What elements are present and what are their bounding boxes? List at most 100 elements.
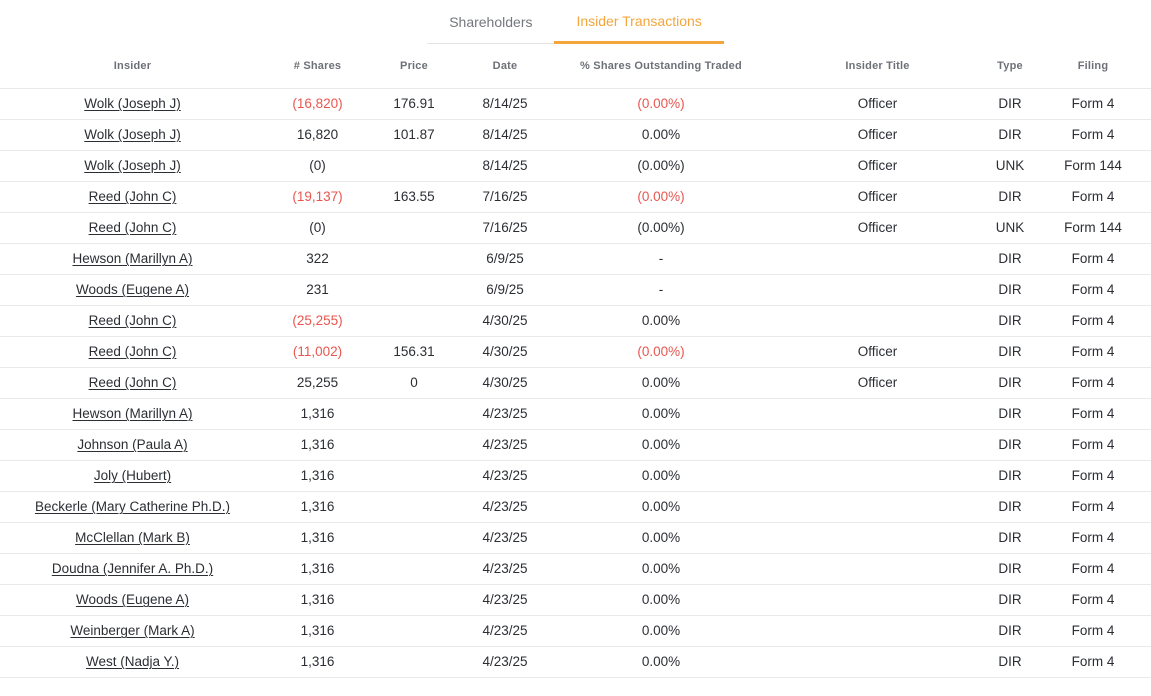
table-row: Joly (Hubert) 1,316 4/23/25 0.00% DIR Form 4 (0, 459, 1151, 491)
insider-link[interactable]: Beckerle (Mary Catherine Ph.D.) (34, 499, 231, 514)
insider-link[interactable]: Wolk (Joseph J) (84, 158, 181, 173)
cell-date: 4/23/25 (458, 490, 552, 522)
cell-filing: Form 4 (1035, 552, 1151, 584)
cell-date: 6/9/25 (458, 273, 552, 305)
cell-insider_title: Officer (770, 180, 985, 212)
cell-filing: Form 4 (1035, 273, 1151, 305)
cell-date: 4/23/25 (458, 521, 552, 553)
cell-price: 176.91 (370, 87, 458, 119)
insider-link[interactable]: Hewson (Marillyn A) (72, 406, 193, 421)
cell-insider_title (770, 242, 985, 274)
cell-shares: (0) (265, 149, 370, 181)
cell-insider_title (770, 583, 985, 615)
cell-insider: Reed (John C) (0, 335, 265, 367)
cell-date: 4/23/25 (458, 397, 552, 429)
cell-date: 8/14/25 (458, 149, 552, 181)
table-row: Wolk (Joseph J) 16,820 101.87 8/14/25 0.00% O… (0, 118, 1151, 150)
cell-shares: 1,316 (265, 428, 370, 460)
cell-filing: Form 4 (1035, 87, 1151, 119)
cell-shares: 322 (265, 242, 370, 274)
cell-insider: Joly (Hubert) (0, 459, 265, 491)
insider-link[interactable]: McClellan (Mark B) (75, 530, 190, 545)
insider-link[interactable]: Doudna (Jennifer A. Ph.D.) (51, 561, 214, 576)
cell-price: 156.31 (370, 335, 458, 367)
insider-link[interactable]: Reed (John C) (88, 344, 177, 359)
insider-link[interactable]: Reed (John C) (88, 375, 177, 390)
insider-link[interactable]: Reed (John C) (88, 313, 177, 328)
cell-type: DIR (985, 428, 1035, 460)
cell-shares: 1,316 (265, 614, 370, 646)
cell-pct_traded: 0.00% (552, 397, 770, 429)
cell-insider: Johnson (Paula A) (0, 428, 265, 460)
cell-insider: Woods (Eugene A) (0, 273, 265, 305)
insider-link[interactable]: Weinberger (Mark A) (70, 623, 195, 638)
cell-type: DIR (985, 304, 1035, 336)
insider-link[interactable]: West (Nadja Y.) (85, 654, 180, 669)
table-row: Weinberger (Mark A) 1,316 4/23/25 0.00% DIR F… (0, 614, 1151, 646)
cell-price: 101.87 (370, 118, 458, 150)
cell-filing: Form 4 (1035, 180, 1151, 212)
cell-shares: 1,316 (265, 521, 370, 553)
cell-filing: Form 4 (1035, 428, 1151, 460)
cell-shares: (0) (265, 211, 370, 243)
cell-pct_traded: 0.00% (552, 583, 770, 615)
cell-pct_traded: - (552, 242, 770, 274)
insider-link[interactable]: Wolk (Joseph J) (84, 96, 181, 111)
cell-shares: 1,316 (265, 552, 370, 584)
tab-shareholders[interactable]: Shareholders (427, 0, 555, 44)
tab-bar: Shareholders Insider Transactions (0, 0, 1151, 44)
table-row: Hewson (Marillyn A) 1,316 4/23/25 0.00% DIR F… (0, 397, 1151, 429)
insider-link[interactable]: Woods (Eugene A) (75, 282, 190, 297)
cell-insider_title: Officer (770, 335, 985, 367)
column-header-price: Price (400, 59, 428, 72)
cell-shares: 1,316 (265, 459, 370, 491)
cell-type: DIR (985, 87, 1035, 119)
cell-insider: Reed (John C) (0, 211, 265, 243)
cell-date: 4/23/25 (458, 459, 552, 491)
table-row: Reed (John C) (19,137) 163.55 7/16/25 (0.00%… (0, 180, 1151, 212)
cell-pct_traded: 0.00% (552, 118, 770, 150)
cell-insider: Woods (Eugene A) (0, 583, 265, 615)
cell-price (370, 211, 458, 243)
insider-link[interactable]: Woods (Eugene A) (75, 592, 190, 607)
cell-price (370, 490, 458, 522)
insider-link[interactable]: Hewson (Marillyn A) (72, 251, 193, 266)
cell-insider: West (Nadja Y.) (0, 645, 265, 677)
cell-pct_traded: 0.00% (552, 490, 770, 522)
cell-filing: Form 4 (1035, 490, 1151, 522)
cell-pct_traded: (0.00%) (552, 87, 770, 119)
cell-insider_title (770, 397, 985, 429)
table-row: Beckerle (Mary Catherine Ph.D.) 1,316 4/23… (0, 490, 1151, 522)
insider-link[interactable]: Reed (John C) (88, 189, 177, 204)
cell-shares: 1,316 (265, 397, 370, 429)
cell-type: UNK (985, 149, 1035, 181)
insider-link[interactable]: Reed (John C) (88, 220, 177, 235)
cell-date: 4/23/25 (458, 552, 552, 584)
tab-insider-transactions[interactable]: Insider Transactions (554, 0, 724, 44)
cell-pct_traded: 0.00% (552, 552, 770, 584)
cell-insider_title (770, 459, 985, 491)
column-header-date: Date (492, 59, 518, 72)
cell-price (370, 273, 458, 305)
cell-type: DIR (985, 521, 1035, 553)
cell-filing: Form 4 (1035, 118, 1151, 150)
column-header-shares: # Shares (293, 59, 342, 72)
insider-link[interactable]: Joly (Hubert) (93, 468, 172, 483)
cell-type: DIR (985, 366, 1035, 398)
cell-type: DIR (985, 552, 1035, 584)
table-row: Woods (Eugene A) 231 6/9/25- DIR Form 4 (0, 273, 1151, 305)
insider-link[interactable]: Johnson (Paula A) (77, 437, 188, 452)
insider-link[interactable]: Wolk (Joseph J) (84, 127, 181, 142)
cell-insider_title (770, 645, 985, 677)
table-row: McClellan (Mark B) 1,316 4/23/25 0.00% DIR Fo… (0, 521, 1151, 553)
cell-shares: 231 (265, 273, 370, 305)
cell-insider: Weinberger (Mark A) (0, 614, 265, 646)
cell-pct_traded: (0.00%) (552, 180, 770, 212)
table-row: Doudna (Jennifer A. Ph.D.) 1,316 4/23/25 0.… (0, 552, 1151, 584)
cell-insider_title (770, 552, 985, 584)
cell-price (370, 397, 458, 429)
cell-price: 0 (370, 366, 458, 398)
table-row: Woods (Eugene A) 1,316 4/23/25 0.00% DIR Form… (0, 583, 1151, 615)
cell-type: DIR (985, 335, 1035, 367)
